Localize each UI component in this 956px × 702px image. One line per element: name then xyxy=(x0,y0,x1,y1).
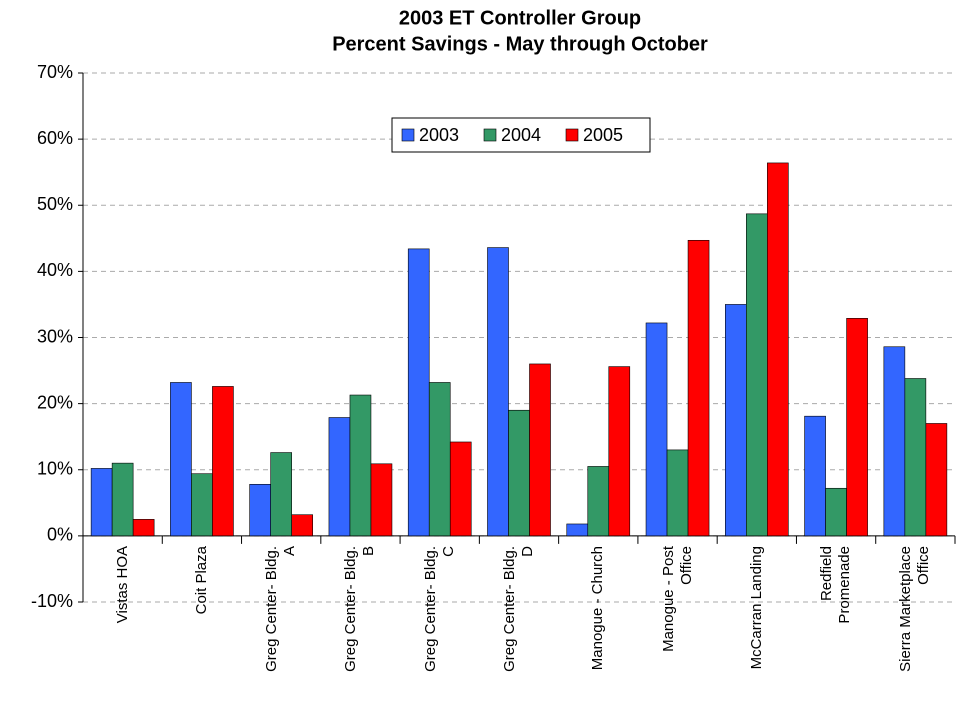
y-tick-label: 30% xyxy=(37,326,73,346)
bar xyxy=(687,239,710,537)
y-tick-label: 60% xyxy=(37,128,73,148)
legend-box xyxy=(391,117,651,153)
bar xyxy=(328,417,351,537)
x-tick-label: McCarran Landing xyxy=(747,545,765,670)
legend-swatch xyxy=(483,128,497,142)
bar xyxy=(529,363,551,537)
bar xyxy=(904,378,927,537)
x-tick-label: Manogue - Post Office xyxy=(659,545,695,652)
bar xyxy=(587,466,610,537)
bar xyxy=(449,441,472,537)
y-tick-label: 40% xyxy=(37,260,73,280)
y-tick-label: 20% xyxy=(37,392,73,412)
y-tick-label: 50% xyxy=(37,194,73,214)
legend-label: 2004 xyxy=(501,125,541,145)
bar xyxy=(566,523,589,537)
bar xyxy=(349,394,372,537)
bar xyxy=(111,462,134,537)
bar xyxy=(725,304,747,537)
x-tick-label: Sierra Marketplace Office xyxy=(897,545,933,672)
y-tick-label: 0% xyxy=(47,525,73,545)
bar xyxy=(132,519,155,537)
bar xyxy=(645,322,668,537)
x-tick-label: Greg Center- Bldg. C xyxy=(421,545,457,672)
x-tick-label: Manogue - Church xyxy=(589,545,607,671)
bar xyxy=(825,487,847,537)
bar xyxy=(428,382,451,537)
bar xyxy=(191,473,213,537)
bar xyxy=(508,409,530,537)
bar xyxy=(883,346,906,537)
bar xyxy=(370,463,393,537)
bar xyxy=(746,213,768,537)
chart-title: 2003 ET Controller Group xyxy=(399,7,641,29)
bar xyxy=(212,386,234,537)
bar xyxy=(846,318,868,537)
bar xyxy=(170,382,192,537)
bar xyxy=(767,162,789,537)
y-tick-label: -10% xyxy=(31,591,73,611)
legend-label: 2003 xyxy=(419,125,459,145)
bar xyxy=(90,468,113,537)
bar xyxy=(291,514,313,537)
legend-label: 2005 xyxy=(583,125,623,145)
x-tick-label: Vistas HOA xyxy=(113,545,131,624)
y-tick-label: 10% xyxy=(37,459,73,479)
bar xyxy=(249,483,271,537)
bar xyxy=(608,366,631,537)
bar xyxy=(666,449,689,537)
legend-swatch xyxy=(565,128,579,142)
bar xyxy=(804,415,826,537)
x-tick-label: Greg Center- Bldg. B xyxy=(342,545,378,672)
bar xyxy=(270,452,292,537)
bar xyxy=(487,247,509,537)
legend-swatch xyxy=(401,128,415,142)
bar xyxy=(407,248,430,537)
chart-subtitle: Percent Savings - May through October xyxy=(332,33,708,55)
x-tick-label: Coit Plaza xyxy=(192,545,210,615)
x-tick-label: Greg Center- Bldg. A xyxy=(263,545,299,672)
y-tick-label: 70% xyxy=(37,62,73,82)
bar xyxy=(925,423,948,537)
x-tick-label: Greg Center- Bldg. D xyxy=(501,545,536,672)
x-tick-label: Redfield Promenade xyxy=(818,545,854,624)
